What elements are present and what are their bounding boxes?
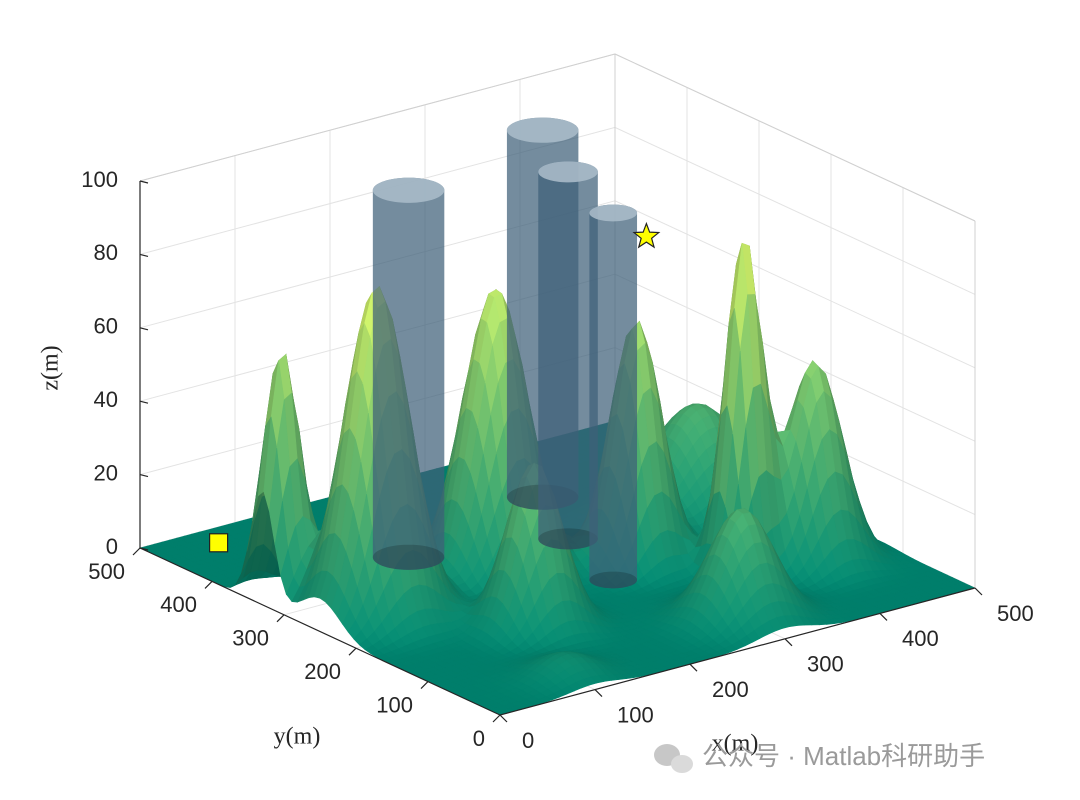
obstacle-body xyxy=(538,161,598,550)
obstacle-body xyxy=(372,177,445,570)
axes: 0100200300400500010020030040050002040608… xyxy=(81,167,1033,753)
y-tick-label: 300 xyxy=(232,626,269,651)
x-tick xyxy=(784,638,793,647)
z-tick-label: 80 xyxy=(94,240,118,265)
x-tick-label: 200 xyxy=(712,677,749,702)
y-axis xyxy=(139,547,501,716)
x-tick xyxy=(974,587,983,596)
z-tick-label: 40 xyxy=(94,387,118,412)
y-tick xyxy=(348,647,357,656)
z-tick xyxy=(139,400,149,404)
z-tick xyxy=(139,253,149,257)
obstacle-top xyxy=(589,204,638,222)
x-tick-label: 100 xyxy=(617,702,654,727)
x-tick xyxy=(594,689,603,698)
y-tick xyxy=(276,614,285,623)
y-tick xyxy=(420,681,429,690)
obstacle xyxy=(589,204,638,589)
watermark: 公众号 · Matlab科研助手 xyxy=(702,741,985,771)
x-tick-label: 500 xyxy=(997,601,1034,626)
x-axis xyxy=(499,587,976,716)
obstacle-top xyxy=(538,161,598,183)
obstacle xyxy=(538,161,598,550)
x-tick-label: 0 xyxy=(522,728,534,753)
box-edge xyxy=(614,53,976,222)
watermark-icon xyxy=(654,744,693,773)
grid-line xyxy=(614,273,976,442)
z-tick xyxy=(139,327,149,331)
x-tick xyxy=(499,714,508,723)
x-tick-label: 400 xyxy=(902,626,939,651)
obstacle-bottom xyxy=(589,571,638,589)
obstacle-bottom xyxy=(372,544,445,570)
goal-marker xyxy=(632,221,661,249)
start-marker xyxy=(209,533,229,553)
z-tick-label: 0 xyxy=(106,534,118,559)
x-axis-label: x(m) xyxy=(712,731,759,757)
z-tick xyxy=(139,547,149,551)
obstacle-top xyxy=(372,177,445,203)
y-tick xyxy=(204,580,213,589)
surface-scene xyxy=(139,117,976,716)
y-tick-label: 0 xyxy=(473,726,485,751)
obstacle xyxy=(372,177,445,570)
z-axis-label: z(m) xyxy=(38,345,64,390)
x-tick-label: 300 xyxy=(807,652,844,677)
box-edge xyxy=(139,53,616,182)
z-tick-label: 20 xyxy=(94,460,118,485)
z-tick xyxy=(139,180,149,184)
y-tick-label: 100 xyxy=(376,692,413,717)
y-tick-label: 200 xyxy=(304,659,341,684)
z-tick-label: 60 xyxy=(94,314,118,339)
obstacle-top xyxy=(506,117,579,143)
y-tick xyxy=(492,714,501,723)
x-tick xyxy=(689,663,698,672)
grid-line xyxy=(614,200,976,369)
y-axis-label: y(m) xyxy=(274,724,321,750)
obstacle-bottom xyxy=(538,528,598,550)
y-tick xyxy=(132,547,141,556)
grid-line xyxy=(614,126,976,295)
z-tick-label: 100 xyxy=(81,167,118,192)
z-tick xyxy=(139,474,149,478)
y-tick-label: 400 xyxy=(160,592,197,617)
y-tick-label: 500 xyxy=(88,559,125,584)
obstacle-body xyxy=(589,204,638,589)
x-tick xyxy=(879,612,888,621)
